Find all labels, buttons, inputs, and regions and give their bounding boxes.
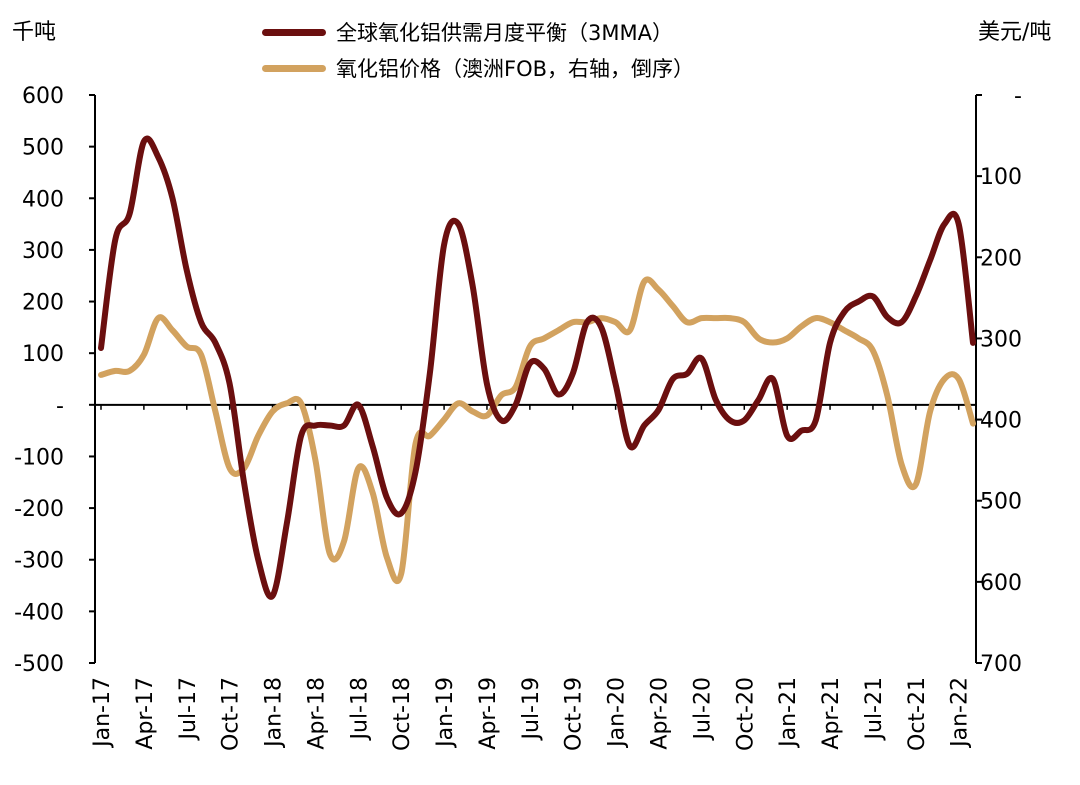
right-tick-label: 200 — [980, 246, 1022, 271]
left-tick-label: -200 — [14, 497, 64, 522]
x-tick-label: Apr-17 — [133, 677, 158, 750]
x-tick-label: Jan-21 — [776, 677, 801, 749]
left-tick-label: 400 — [22, 187, 64, 212]
right-tick-label: 400 — [980, 409, 1022, 434]
left-tick-label: -100 — [14, 445, 64, 470]
x-tick-label: Jan-18 — [262, 677, 287, 749]
x-tick-label: Apr-19 — [476, 677, 501, 750]
x-tick-label: Oct-21 — [905, 677, 930, 751]
left-axis-unit: 千吨 — [12, 20, 57, 45]
right-axis-unit: 美元/吨 — [978, 20, 1052, 45]
legend-label-price: 氧化铝价格（澳洲FOB，右轴，倒序） — [336, 57, 695, 81]
x-tick-label: Jul-20 — [690, 677, 715, 741]
legend-swatch-price — [262, 64, 326, 72]
x-tick-label: Jan-22 — [948, 677, 973, 749]
x-tick-label: Jul-21 — [862, 677, 887, 741]
x-tick-label: Oct-20 — [733, 677, 758, 751]
x-tick-label: Apr-21 — [819, 677, 844, 750]
x-tick-label: Jan-19 — [433, 677, 458, 749]
x-tick-label: Jul-17 — [176, 677, 201, 741]
left-tick-label: -300 — [14, 549, 64, 574]
x-tick-label: Apr-18 — [304, 677, 329, 750]
x-tick-label: Jan-20 — [605, 677, 630, 749]
left-tick-label: 100 — [22, 342, 64, 367]
right-tick-label: 100 — [980, 165, 1022, 190]
left-tick-label: 300 — [22, 239, 64, 264]
right-tick-label: 700 — [980, 652, 1022, 677]
x-tick-label: Jul-19 — [519, 677, 544, 741]
legend: 全球氧化铝供需月度平衡（3MMA） 氧化铝价格（澳洲FOB，右轴，倒序） — [262, 14, 694, 86]
right-tick-label: - — [1014, 84, 1022, 109]
balance-series-line — [98, 135, 976, 600]
left-tick-label: -400 — [14, 600, 64, 625]
left-tick-label: 500 — [22, 136, 64, 161]
x-tick-label: Oct-18 — [390, 677, 415, 751]
x-tick-label: Oct-19 — [562, 677, 587, 751]
legend-item-price: 氧化铝价格（澳洲FOB，右轴，倒序） — [262, 50, 694, 86]
right-tick-label: 300 — [980, 327, 1022, 352]
left-tick-label: -500 — [14, 652, 64, 677]
legend-item-balance: 全球氧化铝供需月度平衡（3MMA） — [262, 14, 694, 50]
legend-swatch-balance — [262, 28, 326, 36]
right-tick-label: 500 — [980, 490, 1022, 515]
right-tick-label: 600 — [980, 571, 1022, 596]
x-tick-label: Jul-18 — [347, 677, 372, 741]
left-tick-label: - — [56, 394, 64, 419]
x-tick-label: Jan-17 — [90, 677, 115, 749]
x-tick-label: Oct-17 — [219, 677, 244, 751]
x-tick-label: Apr-20 — [648, 677, 673, 750]
legend-label-balance: 全球氧化铝供需月度平衡（3MMA） — [336, 21, 673, 45]
price-series-line — [98, 276, 976, 585]
left-tick-label: 200 — [22, 291, 64, 316]
left-tick-label: 600 — [22, 84, 64, 109]
